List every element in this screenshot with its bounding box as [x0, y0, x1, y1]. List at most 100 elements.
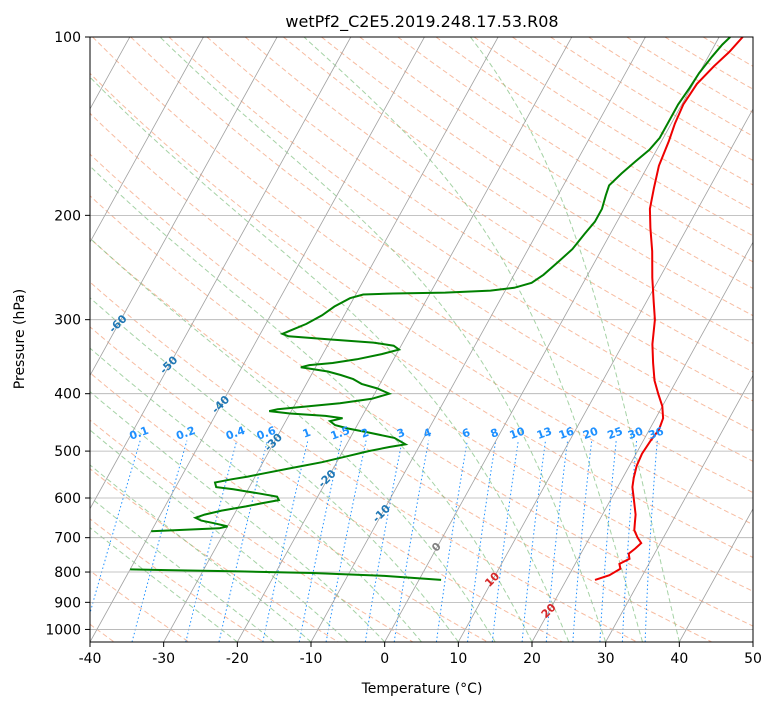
- isotherm-label: -60: [106, 312, 129, 335]
- isotherm-label: -50: [157, 353, 180, 376]
- dry-adiabat: [90, 153, 753, 592]
- y-tick-label: 700: [54, 531, 81, 547]
- mixing-ratio-label: 4: [422, 426, 434, 441]
- chart-title: wetPf2_C2E5.2019.248.17.53.R08: [285, 12, 558, 32]
- moist-adiabat: [90, 237, 496, 642]
- moist-adiabat: [470, 37, 680, 642]
- dry-adiabat: [664, 37, 753, 90]
- isotherm-line: [0, 37, 56, 642]
- profile-line: [130, 568, 442, 581]
- dry-adiabat: [283, 37, 753, 345]
- mixing-ratio-line: [599, 440, 617, 642]
- dry-adiabat: [90, 195, 753, 627]
- isotherm-label: 0: [429, 540, 444, 555]
- moist-adiabat: [303, 37, 643, 642]
- moist-adiabat: [90, 496, 275, 642]
- x-tick-label: 10: [449, 651, 467, 667]
- mixing-ratio-label: 20: [581, 424, 600, 442]
- x-axis-label: Temperature (°C): [361, 681, 483, 697]
- mixing-ratio-line: [185, 440, 238, 642]
- dry-adiabat: [397, 37, 753, 263]
- x-tick-label: -30: [152, 651, 175, 667]
- mixing-ratio-line: [521, 440, 546, 642]
- profile-line: [594, 37, 744, 581]
- moist-adiabat: [90, 297, 459, 642]
- y-tick-label: 1000: [45, 622, 81, 638]
- dry-adiabat: [92, 37, 753, 494]
- y-tick-label: 100: [54, 30, 81, 46]
- dry-adiabat: [588, 37, 753, 137]
- y-tick-label: 800: [54, 565, 81, 581]
- x-tick-label: -10: [300, 651, 323, 667]
- y-tick-label: 900: [54, 595, 81, 611]
- isotherm-line: [457, 108, 753, 642]
- mixing-ratio-label: 0.2: [174, 424, 197, 443]
- dry-adiabat: [206, 37, 753, 402]
- dry-adiabat: [90, 112, 753, 559]
- dry-adiabat: [90, 570, 190, 642]
- isotherm-line: [678, 507, 753, 642]
- dry-adiabat: [90, 281, 638, 642]
- moist-adiabat: [90, 76, 570, 642]
- dry-adiabat: [435, 37, 753, 237]
- mixing-ratio-label: 36: [647, 424, 666, 442]
- isotherm-line: [90, 37, 425, 642]
- dry-adiabat: [90, 372, 488, 642]
- dry-adiabat: [90, 72, 753, 526]
- dry-adiabat: [359, 37, 753, 290]
- mixing-ratio-label: 10: [508, 424, 527, 442]
- dry-adiabat: [550, 37, 753, 161]
- y-tick-label: 200: [54, 208, 81, 224]
- mixing-ratio-label: 25: [606, 425, 625, 442]
- dry-adiabat: [321, 37, 753, 317]
- mixing-ratio-line: [644, 440, 658, 642]
- dry-adiabat: [130, 37, 753, 462]
- isotherm-line: [90, 37, 278, 377]
- moist-adiabat: [159, 37, 607, 642]
- isotherm-line: [90, 37, 204, 244]
- mixing-ratio-line: [218, 440, 268, 642]
- y-axis-label: Pressure (hPa): [12, 289, 28, 389]
- y-tick-label: 300: [54, 313, 81, 329]
- dry-adiabat: [702, 37, 753, 67]
- x-tick-label: -40: [79, 651, 102, 667]
- mixing-ratio-line: [435, 440, 468, 642]
- dry-adiabat: [90, 518, 264, 642]
- mixing-ratio-line: [545, 440, 569, 642]
- mixing-ratio-line: [621, 440, 638, 642]
- x-tick-label: 30: [597, 651, 615, 667]
- mixing-ratio-label: 0.6: [255, 424, 278, 443]
- dry-adiabat: [90, 419, 414, 642]
- mixing-ratio-label: 1: [301, 426, 313, 441]
- x-tick-label: 40: [670, 651, 688, 667]
- isotherm-line: [310, 37, 646, 642]
- axes: -40 -30 -20 -10 0 10 20 30 40 5010020030040050060…: [45, 30, 762, 667]
- isotherm-label: 20: [539, 601, 559, 621]
- isotherm-label: -20: [315, 467, 338, 490]
- mixing-ratio-label: 8: [489, 426, 501, 441]
- mixing-ratio-label: 13: [535, 425, 554, 442]
- dry-adiabat: [168, 37, 753, 432]
- x-tick-label: 50: [744, 651, 762, 667]
- isotherm-label: -10: [370, 502, 393, 525]
- mixing-ratio-line: [325, 440, 367, 642]
- isotherm-line: [605, 374, 753, 642]
- y-tick-label: 400: [54, 387, 81, 403]
- mixing-ratio-line: [572, 440, 593, 642]
- mixing-ratio-label: 0.4: [224, 424, 247, 443]
- mixing-ratio-label: 2: [359, 426, 371, 441]
- mixing-ratio-label: 3: [395, 426, 407, 441]
- isotherm-line: [236, 37, 573, 642]
- moist-adiabat: [90, 347, 422, 642]
- mixing-ratio-line: [491, 440, 519, 642]
- mixing-ratio-label: 16: [557, 424, 576, 442]
- moist-adiabat: [90, 429, 349, 642]
- isotherm-label: -40: [209, 393, 232, 416]
- plot-frame: [89, 36, 754, 643]
- profile-lines: [130, 37, 744, 581]
- isotherm-line: [384, 37, 720, 642]
- mixing-ratio-label: 6: [460, 426, 472, 441]
- isotherm-line: [531, 241, 753, 642]
